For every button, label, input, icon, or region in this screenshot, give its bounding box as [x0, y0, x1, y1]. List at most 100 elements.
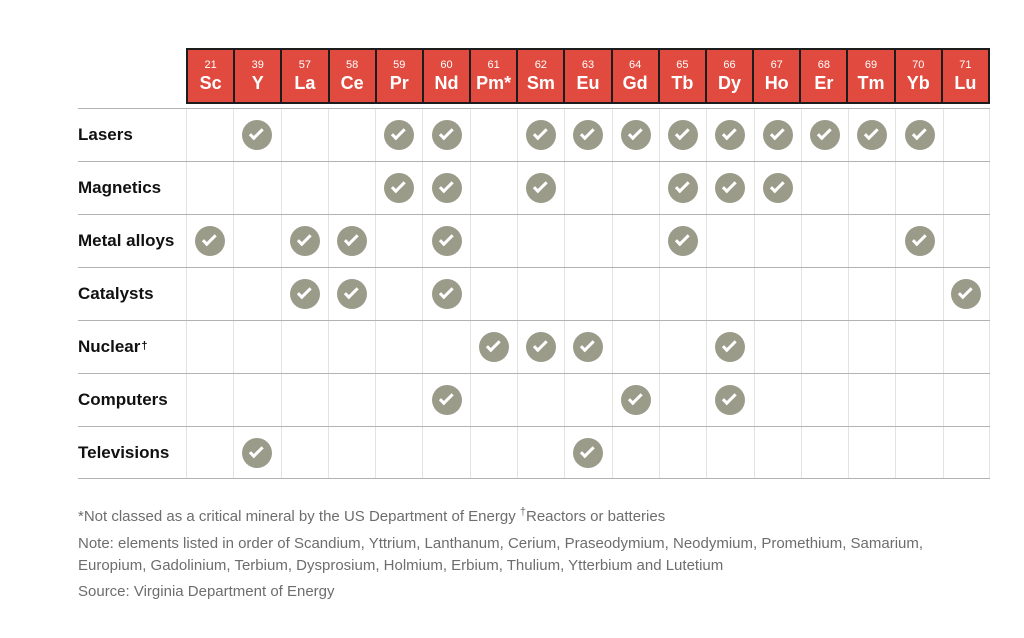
empty-cell-y [233, 268, 280, 320]
check-mark [438, 284, 454, 300]
empty-cell-lu [942, 374, 990, 426]
check-cell-tm [848, 109, 895, 161]
empty-cell-pm [469, 109, 517, 161]
empty-cell-ce [327, 109, 375, 161]
check-circle-icon [668, 120, 699, 150]
element-symbol: Sc [199, 73, 222, 93]
empty-cell-dy [706, 215, 753, 267]
element-uses-table: 21 Sc 39 Y 57 La 58 Ce 59 Pr 60 Nd 61 Pm* 62 Sm 63 Eu 64 Gd… [78, 48, 990, 479]
row-label: Computers [78, 390, 168, 409]
check-circle-icon [573, 120, 604, 150]
check-cell-eu [564, 321, 611, 373]
check-mark [343, 231, 359, 247]
empty-cell-lu [942, 215, 990, 267]
element-symbol: Lu [954, 73, 977, 93]
check-mark [911, 125, 927, 141]
empty-cell-ho [753, 268, 801, 320]
check-circle-icon [431, 226, 462, 256]
check-circle-icon [573, 332, 604, 362]
empty-cell-lu [942, 162, 990, 214]
empty-cell-eu [564, 215, 611, 267]
check-circle-icon [431, 279, 462, 309]
empty-cell-lu [942, 109, 990, 161]
check-cell-sm [517, 321, 564, 373]
check-cell-gd [611, 109, 659, 161]
empty-cell-ho [753, 215, 801, 267]
check-mark [674, 178, 690, 194]
check-cell-pm [469, 321, 517, 373]
atomic-number: 59 [393, 59, 406, 71]
empty-cell-la [280, 374, 328, 426]
empty-cell-ho [753, 321, 801, 373]
footnote-critical-mineral: *Not classed as a critical mineral by th… [78, 505, 958, 528]
element-header-row: 21 Sc 39 Y 57 La 58 Ce 59 Pr 60 Nd 61 Pm* 62 Sm 63 Eu 64 Gd… [78, 48, 990, 104]
check-circle-icon [242, 437, 273, 468]
application-rows: Lasers Magnetics Metal alloys Catalysts Nucl… [78, 108, 990, 479]
atomic-number: 66 [723, 59, 736, 71]
element-symbol: La [294, 73, 316, 93]
empty-cell-sm [517, 374, 564, 426]
check-circle-icon [384, 120, 415, 150]
check-cell-y [233, 109, 280, 161]
element-cell-er: 68 Er [801, 50, 847, 102]
table-row-televisions: Televisions [78, 426, 990, 479]
atomic-number: 61 [487, 59, 500, 71]
periodic-element-strip: 21 Sc 39 Y 57 La 58 Ce 59 Pr 60 Nd 61 Pm* 62 Sm 63 Eu 64 Gd… [186, 48, 990, 104]
empty-cell-gd [611, 162, 659, 214]
check-circle-icon [478, 332, 509, 362]
empty-cell-pm [469, 215, 517, 267]
element-symbol: Sm [526, 73, 555, 93]
row-label: Magnetics [78, 178, 162, 197]
element-cell-pm: 61 Pm* [471, 50, 517, 102]
element-cell-yb: 70 Yb [895, 50, 941, 102]
dagger-symbol: † [519, 506, 526, 518]
check-cell-ho [753, 109, 801, 161]
empty-cell-eu [564, 268, 611, 320]
check-cell-ce [327, 215, 375, 267]
table-row-lasers: Lasers [78, 108, 990, 161]
empty-cell-lu [942, 427, 990, 478]
table-row-computers: Computers [78, 373, 990, 426]
element-cell-tb: 65 Tb [659, 50, 705, 102]
element-symbol: Pr [389, 73, 409, 93]
empty-cell-pr [375, 215, 422, 267]
check-cell-lu [942, 268, 990, 320]
empty-cell-pr [375, 268, 422, 320]
atomic-number: 63 [581, 59, 595, 71]
check-circle-icon [242, 120, 273, 150]
empty-cell-sc [186, 374, 233, 426]
check-cell-dy [706, 374, 753, 426]
footnote-source: Source: Virginia Department of Energy [78, 583, 335, 601]
check-cell-eu [564, 427, 611, 478]
check-mark [674, 125, 690, 141]
check-mark [249, 442, 265, 458]
element-symbol: Tb [671, 73, 694, 93]
row-label: Metal alloys [78, 231, 175, 250]
empty-cell-la [280, 109, 328, 161]
empty-cell-tb [658, 427, 706, 478]
check-mark [296, 231, 312, 247]
check-mark [438, 231, 454, 247]
atomic-number: 39 [251, 59, 264, 71]
check-mark [722, 390, 738, 406]
empty-cell-tm [848, 427, 895, 478]
empty-cell-er [800, 215, 848, 267]
check-cell-la [280, 268, 328, 320]
empty-cell-tm [848, 268, 895, 320]
empty-cell-ce [327, 427, 375, 478]
check-cell-nd [422, 215, 469, 267]
check-cell-nd [422, 268, 469, 320]
check-cell-yb [895, 215, 942, 267]
table-row-metal-alloys: Metal alloys [78, 214, 990, 267]
check-circle-icon [762, 120, 793, 150]
check-mark [533, 178, 548, 194]
check-circle-icon [904, 226, 935, 256]
check-circle-icon [668, 173, 699, 203]
check-circle-icon [668, 226, 699, 256]
empty-cell-yb [895, 268, 942, 320]
check-mark [343, 284, 359, 300]
empty-cell-y [233, 215, 280, 267]
atomic-number: 65 [676, 59, 689, 71]
check-mark [958, 284, 974, 300]
check-cell-er [800, 109, 848, 161]
